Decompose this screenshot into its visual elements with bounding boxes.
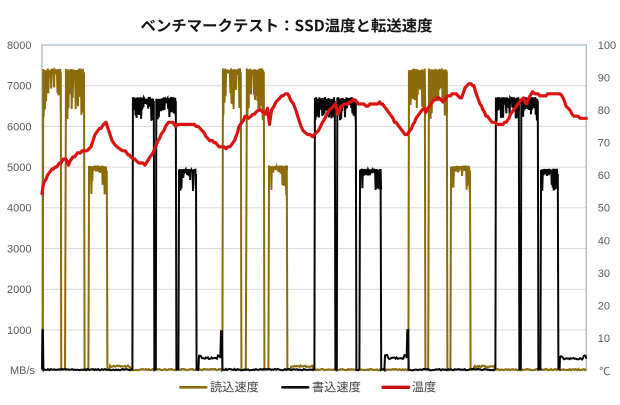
svg-text:5000: 5000: [7, 162, 31, 174]
svg-text:100: 100: [598, 40, 616, 52]
svg-text:70: 70: [598, 138, 610, 150]
svg-text:60: 60: [598, 170, 610, 182]
svg-text:3000: 3000: [7, 243, 31, 255]
svg-text:30: 30: [598, 268, 610, 280]
svg-text:20: 20: [598, 300, 610, 312]
svg-text:7000: 7000: [7, 81, 31, 93]
svg-text:1000: 1000: [7, 325, 31, 337]
svg-text:8000: 8000: [7, 40, 31, 52]
svg-text:2000: 2000: [7, 284, 31, 296]
svg-text:40: 40: [598, 235, 610, 247]
svg-text:MB/s: MB/s: [10, 365, 36, 377]
svg-text:4000: 4000: [7, 203, 31, 215]
svg-text:50: 50: [598, 203, 610, 215]
svg-text:10: 10: [598, 333, 610, 345]
svg-text:6000: 6000: [7, 121, 31, 133]
svg-text:80: 80: [598, 105, 610, 117]
svg-text:90: 90: [598, 73, 610, 85]
